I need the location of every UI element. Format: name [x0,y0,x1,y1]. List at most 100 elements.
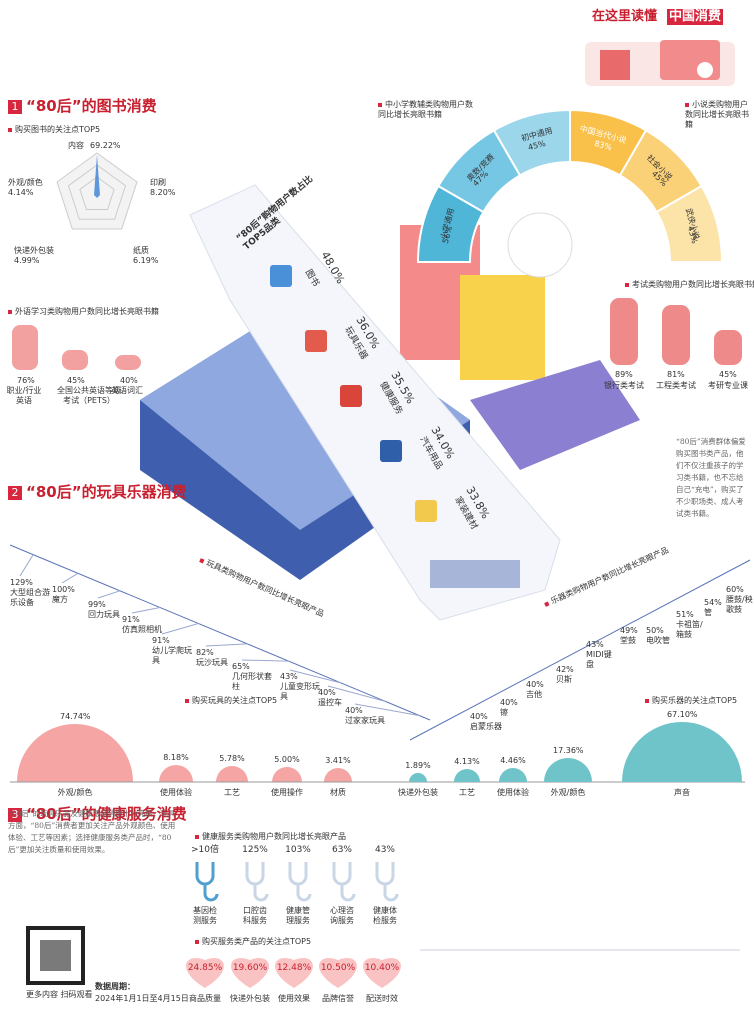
branch [19,554,34,577]
radar-ring [79,176,115,211]
radar-value: 4.14% [8,188,34,197]
note: “80后”的玩具乐器及健康服务消费十分亮眼。玩具方面，“80后”消费者更加关注产… [8,809,176,854]
column-label: 考研专业课 [708,381,748,390]
growth-label: 几何形状套柱 [232,672,272,691]
growth-label: 健康体检服务 [373,906,397,925]
focus-label: 外观/颜色 [550,788,586,797]
heart [231,958,269,988]
column-value: 40% [120,376,138,385]
subtitle: 购买服务类产品的关注点TOP5 [195,937,311,947]
heart [363,958,401,988]
receipt-icon [380,440,402,462]
barcode [430,560,520,588]
books-circle [507,212,573,278]
semicircle [454,769,480,782]
focus-value: 4.13% [454,757,480,766]
branch [161,623,199,635]
column [12,325,38,370]
receipt-icon [305,330,327,352]
focus-label: 材质 [330,788,346,797]
radar-value: 8.20% [150,188,176,197]
focus-value: 12.48% [276,963,312,973]
growth-label: 堂鼓 [620,636,636,645]
semicircle [499,768,527,782]
growth-label: 回力玩具 [88,610,120,619]
radar-value: 6.19% [133,256,159,265]
growth-value: 100% [52,585,75,594]
growth-label: 大型组合游乐设备 [10,588,50,607]
focus-label: 使用操作 [271,788,303,797]
growth-label: 管 [704,608,712,617]
focus-value: 3.41% [325,756,351,765]
focus-label: 商品质量 [189,994,221,1003]
section-number: 1 [8,100,22,114]
note: “80后”消费群体偏爱购买图书类产品，他们不仅注重孩子的学习类书籍，也不忘给自己… [676,437,746,518]
receipt-icon [270,265,292,287]
subtitle: 购买乐器的关注点TOP5 [645,696,737,706]
growth-label: 遥控车 [318,698,342,707]
growth-value: >10倍 [191,845,219,855]
semicircle [159,765,193,782]
growth-value: 91% [122,615,140,624]
axis-line [9,544,431,721]
subtitle: 外语学习类购物用户数同比增长亮眼书籍 [8,307,159,317]
growth-label: 幼儿学爬玩具 [152,646,192,665]
period-label: 数据周期： [95,982,135,991]
column-label: 全国公共英语等级考试（PETS） [57,386,121,405]
growth-label: 腰鼓/秧歌鼓 [726,595,753,614]
stethoscope-icon [375,862,399,902]
growth-value: 65% [232,662,250,671]
focus-label: 声音 [674,788,690,797]
branch [61,572,79,584]
growth-label: 心理咨询服务 [330,906,354,925]
growth-value: 103% [285,845,311,855]
growth-label: 口腔齿科服务 [243,906,267,925]
books-stack [470,360,640,470]
focus-value: 8.18% [163,753,189,762]
growth-label: MIDI键盘 [586,650,612,669]
focus-value: 17.36% [553,746,584,755]
growth-value: 129% [10,578,33,587]
focus-label: 品牌信誉 [322,994,354,1003]
subtitle: 小说类购物用户数同比增长亮眼书籍 [685,100,753,130]
column-value: 76% [17,376,35,385]
column [714,330,742,365]
growth-value: 125% [242,845,268,855]
section-title: “80后”的图书消费 [26,97,157,115]
focus-value: 19.60% [232,963,268,973]
radar-ring [67,164,127,220]
semicircle [216,766,248,782]
focus-label: 快递外包装 [230,994,270,1003]
subtitle: 购买玩具的关注点TOP5 [185,696,277,706]
receipt-icon [415,500,437,522]
growth-label: 玩沙玩具 [196,658,228,667]
branch [354,703,420,717]
branch [289,669,341,684]
growth-value: 43% [374,845,395,855]
heart [186,958,224,988]
qr-pattern [40,940,71,971]
growth-value: 42% [556,665,574,674]
growth-value: 40% [318,688,336,697]
radar-label: 快递外包装 [14,246,54,255]
branch [205,643,248,647]
branch [97,590,121,599]
focus-value: 4.46% [500,756,526,765]
heart [275,958,313,988]
growth-value: 43% [280,672,298,681]
growth-value: 82% [196,648,214,657]
growth-label: 儿童变形玩具 [280,682,320,701]
column-value: 89% [615,370,633,379]
growth-label: 吉他 [526,690,542,699]
stethoscope-icon [195,862,219,902]
growth-label: 过家家玩具 [345,716,385,725]
growth-value: 60% [726,585,744,594]
focus-value: 24.85% [187,963,223,973]
focus-label: 使用效果 [278,994,310,1003]
radar-label: 纸质 [133,246,149,255]
subtitle: 考试类购物用户数同比增长亮眼书籍 [625,280,754,290]
radar-label: 外观/颜色 [8,178,43,187]
radar-value: 4.99% [14,256,40,265]
radar-shape [94,155,100,198]
